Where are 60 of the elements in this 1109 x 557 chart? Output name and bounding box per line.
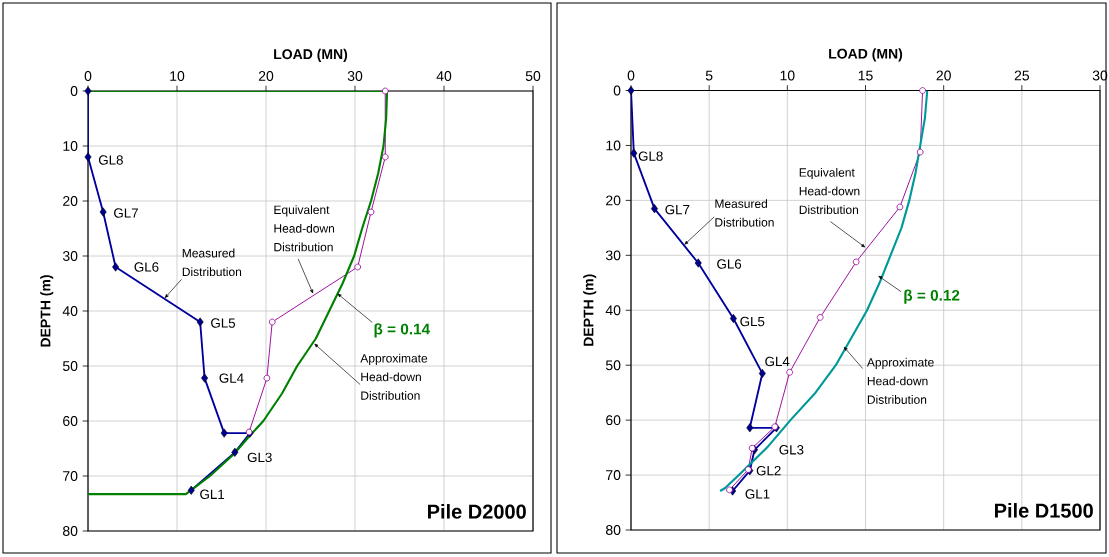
y-tick-label: 40 [605,305,621,316]
annotation: GL5 [740,316,765,327]
x-tick-label: 50 [525,71,541,81]
y-tick-label: 0 [613,85,621,96]
x-tick-label: 40 [436,71,452,81]
x-tick-label: 20 [936,70,951,81]
y-tick-label: 30 [62,251,78,261]
x-tick-label: 25 [1014,70,1030,81]
y-tick-label: 50 [62,361,78,371]
y-tick-label: 10 [63,141,78,151]
annotation: GL3 [247,452,272,463]
x-tick-label: 10 [170,71,185,81]
x-tick-label: 5 [705,70,713,81]
x-tick-label: 0 [627,70,635,81]
x-tick-label: 30 [1092,70,1108,81]
x-tick-label: 20 [258,71,274,81]
annotation: Measured Distribution [182,248,242,277]
annotation: Approximate Head-down Distribution [360,353,428,400]
annotation: Measured Distribution [715,199,774,227]
y-tick-label: 0 [70,86,78,96]
annotation: GL1 [745,489,770,499]
y-tick-label: 60 [606,415,621,426]
y-tick-label: 40 [62,306,78,316]
x-axis-title: LOAD (MN) [829,48,903,62]
y-tick-label: 70 [63,471,78,481]
x-tick-label: 15 [858,70,873,81]
y-tick-label: 80 [62,526,78,536]
annotation: Approximate Head-down Distribution [866,357,934,404]
annotation: GL7 [665,204,690,215]
y-axis-title: DEPTH (m) [40,275,54,347]
annotation: GL1 [200,489,225,500]
y-tick-label: 70 [606,470,621,481]
y-tick-label: 20 [63,196,78,206]
annotation: GL3 [779,445,804,455]
x-tick-label: 10 [780,70,795,81]
annotation: GL2 [756,465,781,476]
y-tick-label: 50 [605,360,621,371]
y-tick-label: 30 [605,250,621,261]
y-tick-label: 10 [606,140,621,151]
annotation: GL7 [114,208,138,218]
annotation: β = 0.14 [374,323,431,338]
x-tick-label: 0 [84,71,92,81]
y-tick-label: 20 [606,195,621,206]
annotation: GL6 [134,262,159,272]
text: Pile D2000 [428,504,526,519]
annotation: GL5 [211,318,236,328]
annotation: Equivalent Head-down Distribution [274,205,335,252]
annotation: GL4 [765,356,790,367]
annotation: Equivalent Head-down Distribution [799,167,860,215]
y-tick-label: 80 [606,525,621,535]
annotation: β = 0.12 [904,289,960,304]
text: Pile D1500 [995,503,1093,518]
annotation: GL8 [638,151,663,161]
annotation: GL8 [98,155,123,165]
y-axis-title: DEPTH (m) [583,274,597,346]
x-axis-title: LOAD (MN) [274,48,348,62]
annotation: GL4 [219,373,244,383]
annotation: GL6 [717,259,742,269]
x-tick-label: 30 [347,71,363,81]
y-tick-label: 60 [63,416,78,426]
